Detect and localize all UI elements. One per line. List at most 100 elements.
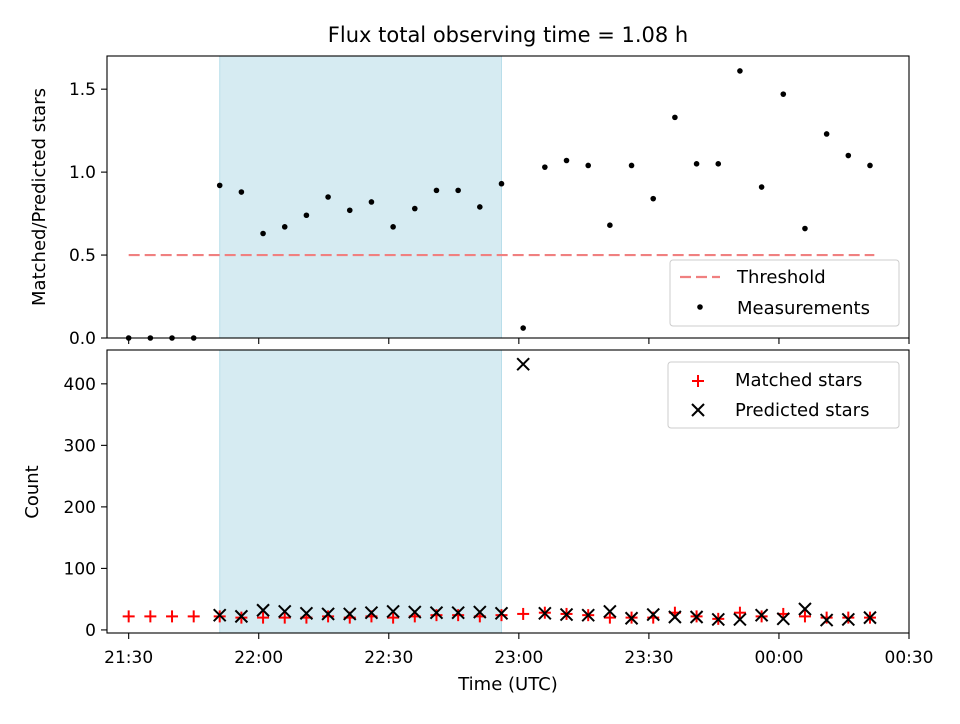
- chart-title: Flux total observing time = 1.08 h: [328, 23, 688, 47]
- matched-star-point: [144, 610, 157, 623]
- predicted-star-point: [841, 612, 856, 627]
- measurement-point: [585, 162, 591, 169]
- matched-star-point: [430, 609, 443, 622]
- predicted-star-point: [733, 612, 747, 627]
- bottom-axes-frame: [106, 349, 910, 634]
- measurement-point: [477, 204, 483, 210]
- x-tick-label: 23:00: [494, 648, 543, 668]
- measurement-point: [411, 205, 418, 212]
- predicted-star-point: [559, 607, 574, 622]
- predicted-star-point: [429, 605, 444, 620]
- bottom-legend: Matched stars Predicted stars: [667, 361, 900, 429]
- predicted-star-point: [364, 605, 379, 620]
- measurement-point: [542, 164, 548, 170]
- legend-matched-label: Matched stars: [735, 370, 862, 391]
- predicted-star-point: [538, 606, 552, 621]
- top-legend-box: [669, 259, 900, 327]
- matched-star-point: [322, 610, 335, 623]
- measurement-point: [281, 224, 288, 230]
- measurement-point: [802, 225, 808, 232]
- x-tick-label: 23:30: [624, 648, 673, 668]
- predicted-star-point: [408, 605, 422, 619]
- measurement-point: [520, 325, 526, 331]
- predicted-star-point: [819, 613, 834, 627]
- top-y-tick-label: 0.5: [69, 246, 96, 266]
- predicted-star-point: [798, 602, 812, 616]
- predicted-star-point: [863, 610, 877, 625]
- predicted-star-point: [343, 607, 357, 621]
- bottom-x-axis: 21:30 22:00 22:30 23:00 23:30 00:00 00:30: [104, 633, 934, 668]
- top-y-tick-label: 1.0: [69, 163, 96, 183]
- top-x-tick-marks: [128, 338, 910, 344]
- predicted-star-point: [256, 603, 270, 617]
- top-y-axis: 0.0 0.5 1.0 1.5: [69, 80, 107, 349]
- predicted-star-point: [213, 608, 227, 622]
- top-panel: 0.0 0.5 1.0 1.5 Matched/Predicted stars Thr…: [29, 55, 910, 349]
- measurement-point: [758, 184, 765, 190]
- measurement-point: [346, 207, 353, 214]
- measurement-point: [693, 161, 700, 167]
- top-y-tick-label: 1.5: [69, 80, 96, 100]
- measurement-point: [715, 161, 722, 167]
- measurement-point: [823, 131, 830, 137]
- predicted-star-point: [278, 604, 292, 619]
- measurement-point: [563, 157, 570, 164]
- measurement-points: [125, 68, 873, 341]
- predicted-stars-points: [213, 357, 877, 627]
- legend-predicted-swatch: [691, 403, 705, 417]
- bottom-y-tick-label: 400: [64, 375, 96, 395]
- measurement-point: [628, 162, 635, 169]
- measurement-point: [607, 222, 613, 228]
- x-tick-label: 22:30: [364, 648, 413, 668]
- matched-star-point: [820, 611, 833, 624]
- measurement-point: [303, 212, 310, 219]
- bottom-y-axis: 0 100 200 300 400: [64, 375, 107, 641]
- predicted-star-point: [668, 610, 682, 624]
- matched-star-point: [278, 611, 291, 624]
- matched-star-point: [603, 611, 616, 624]
- measurement-point: [455, 187, 461, 194]
- measurement-point: [216, 182, 223, 189]
- predicted-star-point: [234, 609, 249, 624]
- measurement-point: [845, 152, 852, 159]
- x-tick-label: 00:00: [754, 648, 803, 668]
- matched-star-point: [842, 611, 855, 624]
- measurement-point: [672, 114, 678, 121]
- bottom-y-tick-label: 300: [64, 436, 96, 456]
- legend-threshold-label: Threshold: [736, 267, 826, 288]
- measurement-point: [260, 230, 266, 237]
- measurement-point: [390, 224, 396, 230]
- bottom-highlight-span: [219, 349, 502, 634]
- top-legend: Threshold Measurements: [669, 259, 900, 327]
- measurement-point: [737, 68, 743, 74]
- predicted-star-point: [494, 606, 509, 621]
- matched-star-point: [452, 609, 465, 622]
- predicted-star-point: [689, 610, 704, 624]
- bottom-y-tick-label: 0: [85, 621, 96, 641]
- measurement-point: [780, 91, 787, 97]
- legend-measurements-label: Measurements: [737, 298, 870, 319]
- predicted-star-point: [321, 607, 335, 621]
- bottom-y-axis-label: Count: [22, 465, 43, 518]
- matched-star-point: [495, 609, 508, 622]
- measurement-point: [867, 162, 873, 169]
- legend-predicted-label: Predicted stars: [735, 400, 869, 421]
- matched-star-point: [122, 610, 135, 623]
- x-tick-label: 22:00: [234, 648, 283, 668]
- legend-measurements-swatch: [697, 304, 703, 310]
- measurement-point: [368, 199, 375, 205]
- measurement-point: [433, 187, 440, 194]
- matched-star-point: [517, 607, 530, 620]
- bottom-y-tick-label: 100: [64, 559, 96, 579]
- predicted-star-point: [603, 604, 617, 619]
- matched-star-point: [187, 610, 200, 623]
- matched-star-point: [733, 606, 746, 619]
- bottom-panel: 0 100 200 300 400 21:30 22:00 22:30 23:00 23:30 0…: [22, 349, 934, 695]
- measurement-point: [325, 194, 331, 200]
- measurement-point: [238, 189, 245, 195]
- bottom-legend-box: [667, 361, 900, 429]
- predicted-star-point: [386, 604, 400, 619]
- top-y-axis-label: Matched/Predicted stars: [29, 88, 50, 306]
- predicted-star-point: [776, 612, 790, 626]
